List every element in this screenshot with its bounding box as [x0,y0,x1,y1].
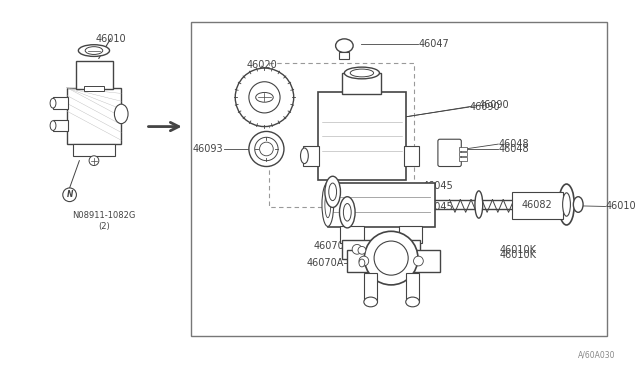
Bar [53,120,68,131]
Text: 46045: 46045 [422,181,453,191]
Ellipse shape [350,69,374,77]
Ellipse shape [563,193,570,216]
Circle shape [255,137,278,161]
Ellipse shape [374,241,408,275]
Ellipse shape [359,259,365,267]
Ellipse shape [50,121,56,131]
FancyBboxPatch shape [438,139,461,167]
Bar [342,240,420,259]
Text: 46010K: 46010K [499,250,536,260]
Circle shape [358,246,366,254]
Bar [84,86,104,92]
Bar [67,87,121,144]
Ellipse shape [78,45,109,57]
Ellipse shape [325,191,331,218]
Bar [318,93,406,180]
Circle shape [413,256,423,266]
Text: 46020: 46020 [246,60,277,70]
Bar [512,192,563,219]
Ellipse shape [301,148,308,164]
Ellipse shape [475,191,483,218]
Circle shape [352,244,362,254]
Bar [269,63,413,208]
Text: 46047: 46047 [419,39,449,49]
Text: 46048: 46048 [499,144,529,154]
Bar [53,97,68,109]
Bar [460,152,467,156]
Ellipse shape [344,67,380,79]
Circle shape [89,156,99,166]
Circle shape [401,244,411,254]
Bar [399,226,422,244]
Circle shape [359,256,369,266]
Text: 46090: 46090 [469,102,500,112]
Bar [342,73,381,94]
Bar [460,157,467,161]
Text: 46070A: 46070A [307,258,344,268]
Circle shape [260,142,273,156]
Bar [76,61,113,89]
Bar [328,183,435,227]
Bar [460,147,467,151]
Ellipse shape [339,197,355,228]
Text: 46010: 46010 [605,202,636,211]
Text: N: N [67,190,73,199]
Ellipse shape [85,46,103,54]
Text: (2): (2) [98,222,109,231]
Ellipse shape [406,297,419,307]
Text: 46010: 46010 [95,34,126,44]
Text: 46070: 46070 [314,241,344,251]
Ellipse shape [256,93,273,102]
Bar [340,226,364,244]
Ellipse shape [115,104,128,124]
Text: 46010K: 46010K [499,246,536,256]
Bar [364,273,378,302]
Ellipse shape [322,183,333,227]
Text: 46082: 46082 [522,201,553,211]
Circle shape [63,188,76,202]
Ellipse shape [364,231,418,285]
Bar [339,52,349,59]
Bar [348,250,440,272]
Ellipse shape [573,197,583,212]
Bar [191,22,607,336]
Ellipse shape [344,203,351,221]
Ellipse shape [325,176,340,208]
Circle shape [236,68,294,126]
Text: 46045: 46045 [422,202,453,212]
Ellipse shape [559,184,574,225]
Text: 46048: 46048 [499,139,529,149]
Ellipse shape [335,39,353,52]
Text: N08911-1082G: N08911-1082G [72,211,136,220]
Ellipse shape [50,98,56,108]
Circle shape [249,131,284,167]
Bar [406,273,419,302]
Bar [72,144,115,156]
Text: A/60A030: A/60A030 [578,350,615,359]
Ellipse shape [364,297,378,307]
Circle shape [249,82,280,113]
Text: 46093: 46093 [193,144,223,154]
Ellipse shape [329,183,337,201]
Bar [404,146,419,166]
Bar [303,146,319,166]
Text: 46090: 46090 [479,100,509,110]
